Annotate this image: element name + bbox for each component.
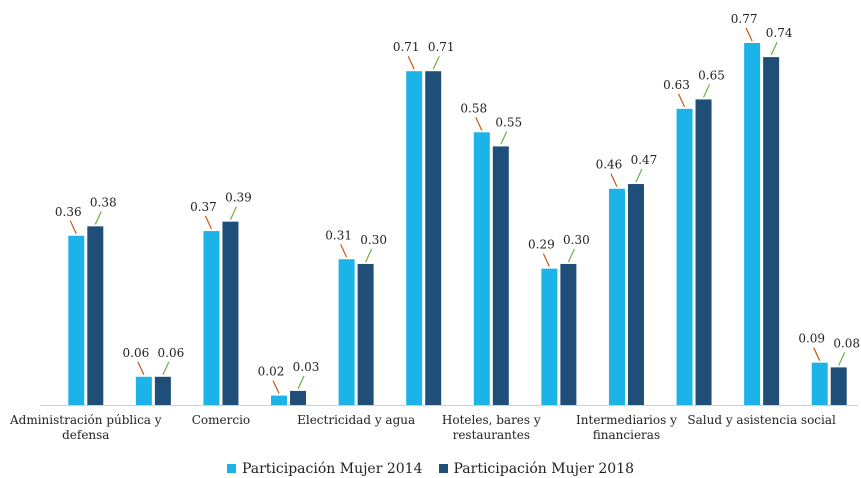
- leader-line: [432, 55, 440, 70]
- legend-swatch: [438, 464, 448, 473]
- leader-line: [770, 41, 778, 56]
- leader-line: [677, 93, 686, 108]
- data-label: 0.71: [393, 40, 420, 54]
- data-label: 0.47: [631, 153, 658, 167]
- data-label: 0.65: [698, 68, 725, 82]
- data-label: 0.30: [563, 233, 590, 247]
- leader-line: [745, 27, 753, 42]
- bar: [290, 390, 307, 405]
- legend-swatch: [226, 464, 236, 473]
- bar: [271, 395, 288, 405]
- legend-label: Participación Mujer 2018: [453, 461, 635, 477]
- leader-line: [94, 211, 102, 225]
- data-label: 0.30: [360, 233, 387, 247]
- data-label: 0.29: [528, 238, 555, 252]
- leader-line: [137, 361, 145, 376]
- leader-line: [500, 131, 508, 145]
- data-label: 0.31: [325, 228, 352, 242]
- data-label: 0.09: [798, 332, 825, 346]
- bar: [627, 184, 644, 405]
- bar: [744, 43, 761, 405]
- legend: Participación Mujer 2014 Participación Mu…: [0, 461, 861, 477]
- bar: [357, 263, 374, 405]
- leader-line: [567, 248, 575, 263]
- x-tick-label: Electricidad y agua: [297, 413, 416, 427]
- bar: [87, 226, 104, 405]
- leader-line: [610, 173, 618, 187]
- x-tick-label: Salud y asistencia social: [687, 413, 836, 427]
- leader-line: [162, 361, 170, 376]
- bar: [695, 99, 712, 405]
- bar: [222, 221, 239, 405]
- data-label: 0.58: [460, 101, 487, 115]
- data-label: 0.63: [663, 78, 690, 92]
- data-label: 0.06: [123, 346, 150, 360]
- leader-line: [407, 55, 415, 70]
- bar: [135, 376, 152, 405]
- bar: [830, 367, 847, 405]
- leader-line: [365, 248, 373, 263]
- x-tick-label: Hoteles, bares y restaurantes: [441, 413, 541, 442]
- data-label: 0.55: [495, 115, 522, 129]
- leader-line: [204, 215, 213, 230]
- legend-label: Participación Mujer 2014: [241, 461, 423, 477]
- leader-line: [229, 206, 238, 220]
- bar: [541, 268, 558, 405]
- bar: [406, 71, 423, 405]
- data-label: 0.03: [293, 360, 320, 374]
- data-label: 0.71: [428, 40, 455, 54]
- bar: [492, 146, 509, 405]
- bar: [676, 108, 693, 406]
- bar: [473, 132, 490, 405]
- bar: [203, 231, 220, 405]
- data-label: 0.36: [55, 205, 82, 219]
- leader-line: [542, 253, 550, 267]
- leader-line: [297, 375, 305, 390]
- data-label: 0.39: [225, 191, 252, 205]
- leader-line: [635, 168, 643, 183]
- bar: [338, 259, 355, 405]
- bar: [425, 71, 442, 405]
- x-tick-label: Administración pública y defensa: [9, 413, 162, 442]
- data-label: 0.46: [596, 158, 623, 172]
- bar: [68, 235, 85, 405]
- leader-line: [69, 220, 77, 235]
- bar: [560, 263, 577, 405]
- legend-item: Participación Mujer 2014: [226, 461, 423, 477]
- bar: [608, 188, 625, 405]
- data-label: 0.77: [731, 12, 758, 26]
- bar: [811, 362, 828, 405]
- x-tick-label: Comercio: [191, 413, 251, 427]
- data-label: 0.06: [158, 346, 185, 360]
- data-label: 0.38: [90, 195, 117, 209]
- x-tick-label: Intermediarios y financieras: [576, 413, 677, 442]
- leader-line: [475, 117, 483, 131]
- legend-item: Participación Mujer 2018: [438, 461, 635, 477]
- data-label: 0.74: [766, 26, 793, 40]
- leader-line: [702, 84, 711, 98]
- leader-line: [838, 352, 846, 366]
- data-label: 0.37: [190, 200, 217, 214]
- bar: [154, 376, 171, 405]
- leader-line: [813, 347, 821, 361]
- leader-line: [340, 244, 348, 258]
- leader-line: [272, 380, 280, 394]
- data-label: 0.08: [833, 336, 860, 350]
- bar: [763, 57, 780, 406]
- data-label: 0.02: [258, 365, 285, 379]
